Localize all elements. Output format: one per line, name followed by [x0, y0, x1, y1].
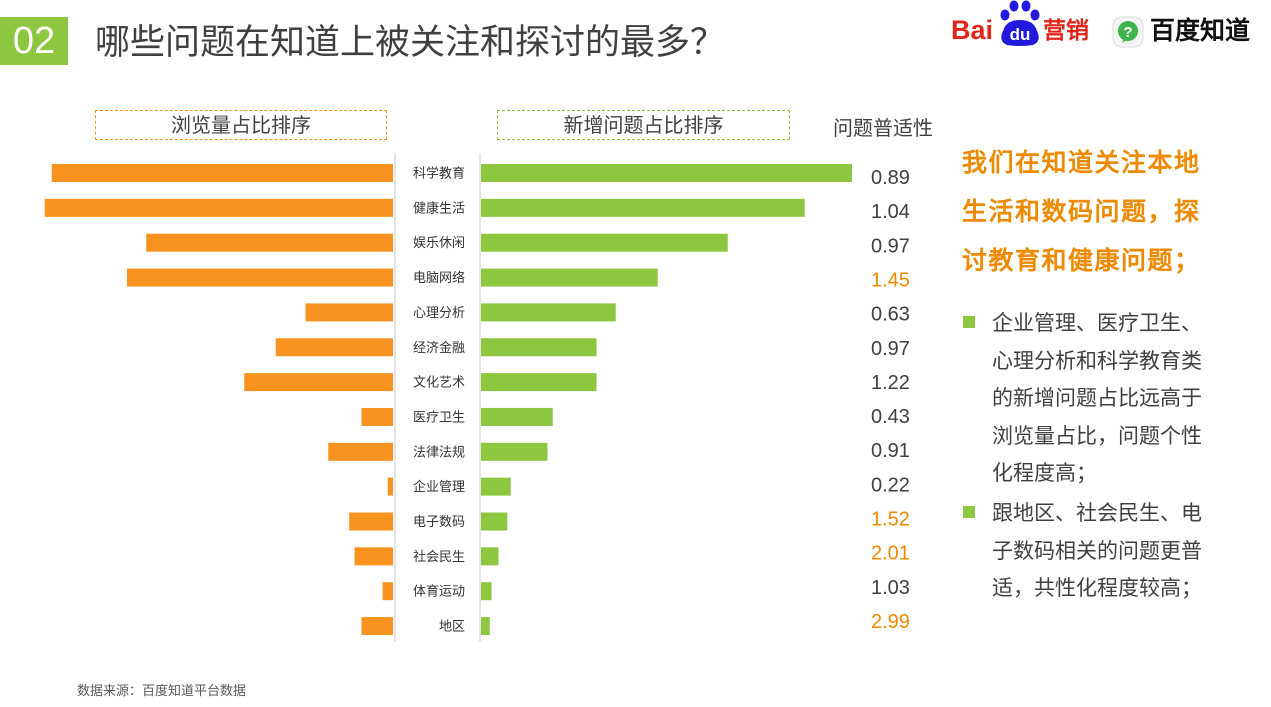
key-insight-line: 生活和数码问题，探 — [962, 197, 1201, 226]
baidu-paw-icon: du — [1000, 0, 1040, 46]
view-share-bar-13 — [382, 582, 393, 601]
bullet-line: 浏览量占比，问题个性 — [992, 423, 1202, 448]
category-label-11: 电子数码 — [413, 515, 465, 530]
category-label-13: 体育运动 — [413, 584, 465, 600]
view-share-bar-3 — [146, 233, 393, 252]
view-share-bar-10 — [387, 477, 393, 496]
generality-value-13: 1.03 — [871, 577, 910, 599]
generality-value-2: 1.04 — [871, 201, 910, 223]
category-label-8: 医疗卫生 — [413, 410, 465, 425]
new-question-share-bar-7 — [481, 373, 597, 392]
bullet-line: 心理分析和科学教育类 — [992, 348, 1202, 373]
generality-value-10: 0.22 — [871, 474, 910, 496]
key-insight-line: 讨教育和健康问题； — [962, 246, 1201, 275]
bullet-square-icon — [963, 506, 975, 518]
generality-value-4: 1.45 — [871, 269, 910, 291]
key-insight-line: 我们在知道关注本地 — [962, 148, 1201, 177]
slide-title: 哪些问题在知道上被关注和探讨的最多？ — [95, 23, 726, 63]
category-label-9: 法律法规 — [413, 445, 465, 460]
new-question-share-bar-4 — [481, 268, 658, 287]
data-source-note: 数据来源：百度知道平台数据 — [77, 684, 247, 699]
view-share-bar-14 — [361, 617, 393, 636]
generality-value-12: 2.01 — [871, 543, 910, 565]
baidu-zhidao-logo-text: 百度知道 — [1150, 16, 1251, 45]
category-label-14: 地区 — [439, 620, 465, 635]
new-question-share-bar-13 — [481, 582, 492, 601]
generality-value-14: 2.99 — [871, 611, 910, 633]
logo-text-bai: Bai — [951, 15, 994, 45]
view-share-bar-7 — [244, 373, 393, 392]
bullet-line: 子数码相关的问题更普 — [992, 538, 1202, 563]
view-share-bar-12 — [354, 547, 393, 566]
bullet-text: 企业管理、医疗卫生、 心理分析和科学教育类 的新增问题占比远高于 浏览量占比，问… — [992, 305, 1262, 493]
logo-text-marketing: 营销 — [1043, 18, 1089, 44]
bullet-item: 企业管理、医疗卫生、 心理分析和科学教育类 的新增问题占比远高于 浏览量占比，问… — [962, 305, 1262, 495]
new-question-share-bar-6 — [481, 338, 597, 357]
new-question-share-bar-12 — [481, 547, 499, 566]
generality-value-11: 1.52 — [871, 509, 910, 531]
category-label-10: 企业管理 — [413, 479, 465, 495]
bullet-line: 企业管理、医疗卫生、 — [992, 311, 1202, 335]
bullet-item: 跟地区、社会民生、电 子数码相关的问题更普 适，共性化程度较高； — [962, 495, 1262, 610]
logo-text-du: du — [1010, 25, 1031, 44]
generality-value-7: 1.22 — [871, 372, 910, 394]
question-glyph: ? — [1123, 24, 1132, 41]
generality-value-1: 0.89 — [871, 167, 910, 189]
generality-value-9: 0.91 — [871, 440, 910, 462]
view-share-bar-6 — [275, 338, 393, 357]
bullet-text: 跟地区、社会民生、电 子数码相关的问题更普 适，共性化程度较高； — [992, 495, 1262, 608]
generality-value-3: 0.97 — [871, 235, 910, 257]
view-share-bar-9 — [328, 442, 393, 461]
view-share-bar-2 — [44, 198, 393, 217]
view-share-bar-1 — [51, 164, 393, 182]
new-question-share-bar-14 — [481, 617, 490, 636]
generality-value-6: 0.97 — [871, 338, 910, 360]
bullet-line: 的新增问题占比远高于 — [992, 386, 1202, 410]
category-label-5: 心理分析 — [413, 306, 465, 321]
bullet-line: 化程度高； — [992, 461, 1097, 485]
generality-value-8: 0.43 — [871, 406, 910, 428]
view-share-bar-4 — [127, 268, 393, 287]
new-question-share-bar-3 — [481, 233, 728, 252]
category-label-7: 文化艺术 — [413, 376, 465, 391]
new-question-share-bar-8 — [481, 407, 553, 426]
generality-header: 问题普适性 — [833, 116, 933, 140]
new-question-share-bar-5 — [481, 303, 616, 322]
new-question-share-header: 新增问题占比排序 — [497, 110, 790, 140]
butterfly-bar-chart: 科学教育 0.89 健康生活 1.04 娱乐休闲 0.97 电脑网络 1.45 心理分析 0.63… — [44, 153, 910, 642]
view-share-bar-11 — [349, 512, 393, 531]
view-share-bar-5 — [305, 303, 393, 322]
new-question-share-bar-11 — [481, 512, 508, 531]
section-number: 02 — [0, 17, 68, 65]
view-share-header: 浏览量占比排序 — [95, 110, 387, 140]
new-question-share-bar-1 — [481, 164, 852, 182]
view-share-bar-8 — [361, 407, 393, 426]
new-question-share-bar-10 — [481, 477, 511, 496]
bullet-line: 适，共性化程度较高； — [992, 576, 1202, 600]
category-label-1: 科学教育 — [413, 166, 465, 182]
new-question-share-bar-9 — [481, 442, 548, 461]
key-insight: 我们在知道关注本地 生活和数码问题，探 讨教育和健康问题； — [962, 138, 1262, 285]
question-bubble-icon: ? — [1112, 16, 1144, 48]
category-label-2: 健康生活 — [413, 200, 465, 216]
category-label-6: 经济金融 — [413, 340, 465, 356]
bullet-line: 跟地区、社会民生、电 — [992, 501, 1202, 525]
new-question-share-bar-2 — [481, 198, 805, 217]
category-label-4: 电脑网络 — [413, 270, 465, 286]
generality-value-5: 0.63 — [871, 304, 910, 326]
bullet-square-icon — [963, 316, 975, 328]
category-label-3: 娱乐休闲 — [413, 236, 465, 251]
category-label-12: 社会民生 — [413, 549, 465, 565]
